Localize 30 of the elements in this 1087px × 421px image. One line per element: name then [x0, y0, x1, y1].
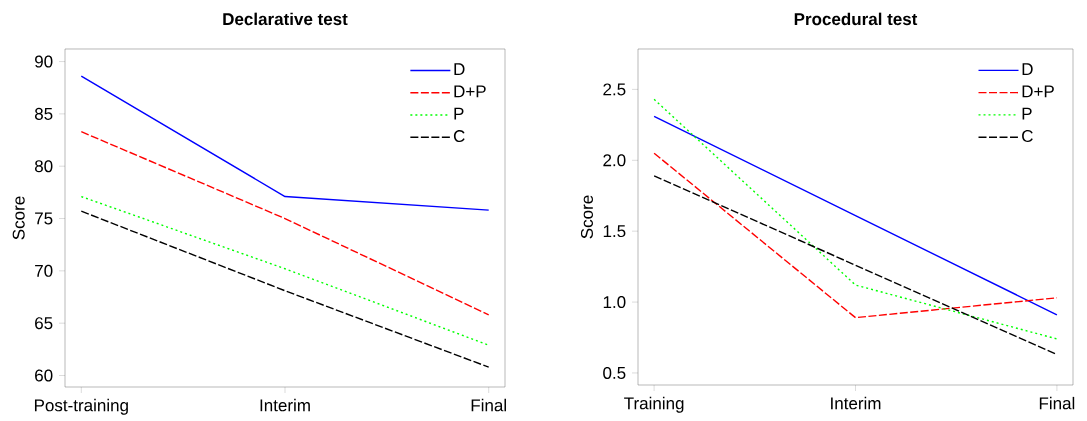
chart-title: Procedural test [794, 12, 918, 26]
chart-title: Declarative test [223, 12, 348, 26]
legend-label: D+P [1022, 85, 1054, 98]
legend-label: D [1022, 63, 1033, 75]
y-axis-title: Score [12, 196, 25, 240]
y-tick-label: 70 [35, 264, 53, 277]
legend-label: D [454, 63, 465, 76]
y-tick-label: 1.0 [603, 296, 626, 309]
x-tick-label: Interim [260, 398, 310, 412]
y-tick-label: 0.5 [603, 366, 626, 379]
y-tick-label: 2.5 [603, 83, 626, 96]
x-tick-label: Final [1039, 396, 1075, 410]
y-tick-label: 80 [34, 160, 53, 173]
legend-label: C [453, 130, 465, 143]
legend-label: C [1022, 130, 1033, 143]
y-tick-label: 75 [35, 212, 53, 225]
x-tick-label: Training [624, 396, 684, 413]
x-tick-label: Post-training [34, 398, 128, 415]
y-tick-label: 1.5 [603, 225, 626, 238]
y-tick-label: 85 [34, 107, 53, 120]
x-tick-label: Interim [831, 396, 881, 410]
y-tick-label: 2.0 [603, 154, 626, 167]
y-axis-title: Score [580, 195, 593, 239]
legend-label: P [1022, 107, 1032, 120]
y-tick-label: 65 [35, 317, 53, 330]
y-tick-label: 90 [35, 55, 53, 68]
legend-label: D+P [454, 85, 486, 98]
y-tick-label: 60 [35, 369, 53, 382]
legend-label: P [454, 107, 464, 120]
x-tick-label: Final [471, 398, 506, 412]
